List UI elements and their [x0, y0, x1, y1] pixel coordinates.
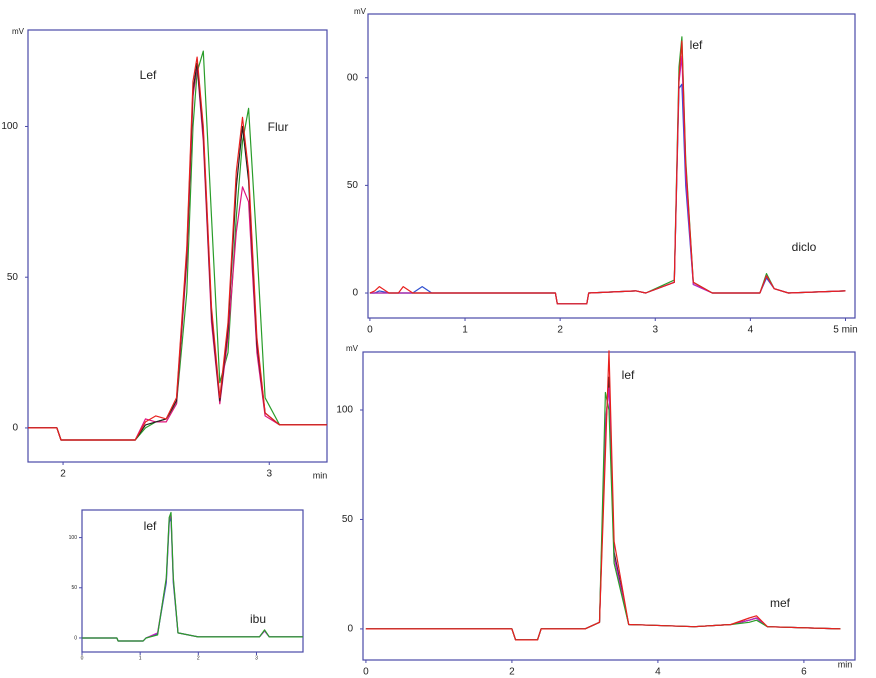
- x-tick-label: 0: [81, 655, 84, 661]
- y-tick-label: 0: [74, 635, 77, 641]
- peak-annotation: mef: [770, 596, 791, 610]
- peak-annotation: lef: [144, 519, 157, 533]
- y-axis-label: mV: [354, 7, 367, 16]
- x-axis-label: min: [313, 470, 328, 480]
- x-tick-label: 3: [255, 655, 258, 661]
- x-tick-label: 2: [509, 667, 515, 678]
- trace: [82, 516, 303, 642]
- x-tick-label: 6: [801, 667, 807, 678]
- plot-frame: [27, 29, 328, 463]
- y-axis-label: mV: [12, 27, 25, 36]
- x-tick-label: 0: [367, 325, 373, 336]
- x-tick-label: 3: [266, 469, 272, 480]
- y-tick-label: 0: [352, 288, 358, 299]
- x-tick-label: 2: [197, 655, 200, 661]
- peak-annotation: lef: [690, 38, 703, 52]
- x-tick-label: 2: [557, 325, 563, 336]
- y-tick-label: 50: [71, 585, 77, 591]
- y-tick-label: 50: [7, 272, 19, 283]
- x-tick-label: 4: [655, 667, 661, 678]
- y-tick-label: 50: [342, 514, 354, 525]
- peak-annotation: ibu: [250, 612, 266, 626]
- trace: [365, 350, 841, 641]
- x-tick-label: 5 min: [833, 325, 857, 336]
- trace: [28, 56, 327, 441]
- plot-frame: [367, 13, 856, 319]
- trace: [369, 40, 846, 305]
- y-tick-label: 100: [336, 405, 353, 416]
- trace: [28, 50, 327, 441]
- x-tick-label: 4: [748, 325, 754, 336]
- y-tick-label: 100: [1, 121, 18, 132]
- y-tick-label: 50: [347, 180, 359, 191]
- x-tick-label: 0: [363, 667, 369, 678]
- y-axis-label: mV: [346, 344, 359, 353]
- x-tick-label: 3: [652, 325, 658, 336]
- x-tick-label: 1: [462, 325, 468, 336]
- trace: [369, 36, 846, 305]
- x-axis-label: min: [838, 659, 853, 669]
- y-tick-label: 00: [347, 72, 359, 83]
- peak-annotation: Flur: [268, 120, 289, 134]
- trace: [369, 83, 846, 305]
- trace: [82, 511, 303, 642]
- y-tick-label: 0: [12, 423, 18, 434]
- y-tick-label: 0: [347, 624, 353, 635]
- trace: [82, 514, 303, 642]
- y-tick-label: 100: [69, 535, 78, 541]
- peak-annotation: lef: [622, 368, 635, 382]
- peak-annotation: Lef: [140, 68, 157, 82]
- x-tick-label: 1: [139, 655, 142, 661]
- plot-frame: [81, 509, 304, 653]
- x-tick-label: 2: [60, 469, 66, 480]
- peak-annotation: diclo: [792, 240, 817, 254]
- trace: [369, 55, 846, 305]
